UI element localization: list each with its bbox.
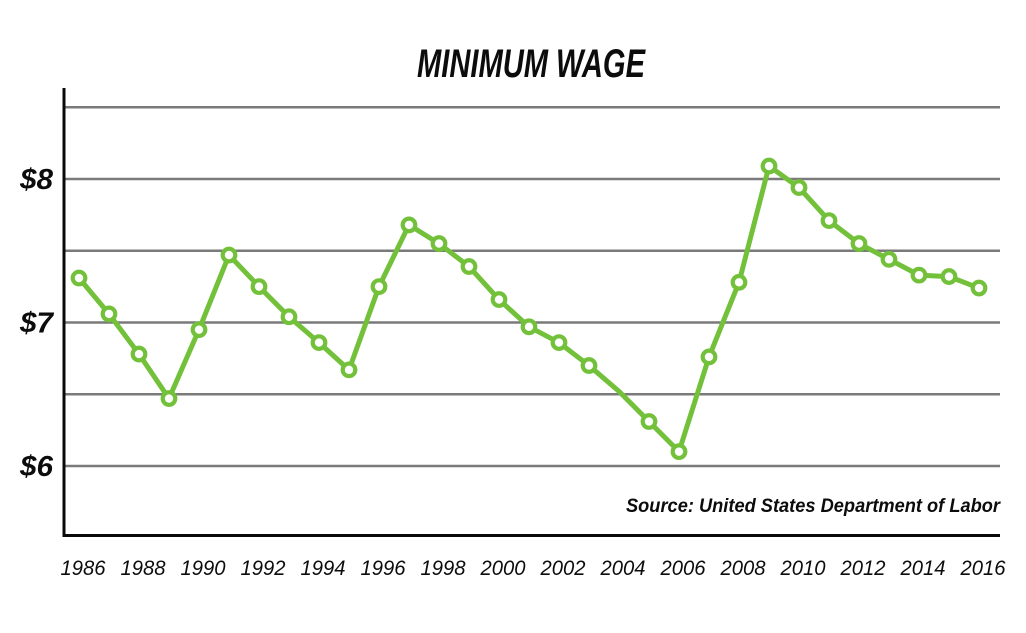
y-tick-label: $6 xyxy=(19,451,54,483)
data-point-marker xyxy=(790,179,808,197)
data-point-marker xyxy=(100,305,118,323)
data-point-marker xyxy=(160,390,178,407)
x-tick-label: 1990 xyxy=(181,556,226,580)
gridlines xyxy=(64,106,1000,468)
x-tick-label: 2002 xyxy=(540,556,586,580)
data-point-marker xyxy=(520,318,538,336)
data-point-marker xyxy=(310,334,328,351)
data-point-marker xyxy=(580,357,598,374)
data-point-marker xyxy=(400,216,418,234)
x-tick-label: 1996 xyxy=(361,556,406,580)
data-point-marker xyxy=(640,413,658,430)
data-point-marker xyxy=(280,308,298,326)
data-point-marker xyxy=(490,291,508,308)
data-point-marker xyxy=(370,278,388,296)
x-axis-labels: 1986 1988 1990 1992 1994 1996 1998 2000 2002 2004… xyxy=(61,556,1006,580)
x-tick-label: 1992 xyxy=(241,556,286,580)
data-point-marker xyxy=(910,266,928,284)
data-point-marker xyxy=(970,279,988,297)
x-tick-label: 2010 xyxy=(780,556,826,580)
x-tick-label: 2000 xyxy=(480,556,526,580)
data-point-marker xyxy=(940,268,958,285)
x-tick-label: 2004 xyxy=(600,556,646,580)
data-point-marker xyxy=(220,246,238,264)
data-point-marker xyxy=(430,235,448,252)
data-point-marker xyxy=(250,278,268,296)
x-tick-label: 2014 xyxy=(900,556,946,580)
chart-title: MINIMUM WAGE xyxy=(417,42,646,86)
y-axis-labels: $8 $7 $6 xyxy=(19,164,55,483)
source-note: Source: United States Department of Labo… xyxy=(626,496,1002,517)
x-tick-label: 2016 xyxy=(960,556,1006,580)
data-point-marker xyxy=(670,443,688,461)
data-point-marker xyxy=(700,348,718,366)
data-point-marker xyxy=(130,345,148,363)
x-tick-label: 1994 xyxy=(301,556,346,580)
data-point-marker xyxy=(340,361,358,379)
x-tick-label: 1986 xyxy=(61,556,106,580)
data-markers xyxy=(70,157,988,461)
x-tick-label: 2006 xyxy=(660,556,706,580)
data-point-marker xyxy=(730,273,748,291)
data-point-marker xyxy=(760,157,778,175)
data-point-marker xyxy=(550,334,568,351)
data-point-marker xyxy=(880,250,898,268)
wage-line xyxy=(76,163,982,455)
data-point-marker xyxy=(850,235,868,252)
x-tick-label: 2008 xyxy=(720,556,766,580)
data-point-marker xyxy=(190,321,208,339)
data-point-marker xyxy=(70,269,88,287)
x-tick-label: 1988 xyxy=(121,556,166,580)
y-tick-label: $8 xyxy=(19,164,54,196)
data-point-marker xyxy=(460,258,478,275)
x-tick-label: 2012 xyxy=(840,556,886,580)
y-tick-label: $7 xyxy=(19,308,55,340)
x-tick-label: 1998 xyxy=(421,556,466,580)
data-point-marker xyxy=(820,212,838,230)
